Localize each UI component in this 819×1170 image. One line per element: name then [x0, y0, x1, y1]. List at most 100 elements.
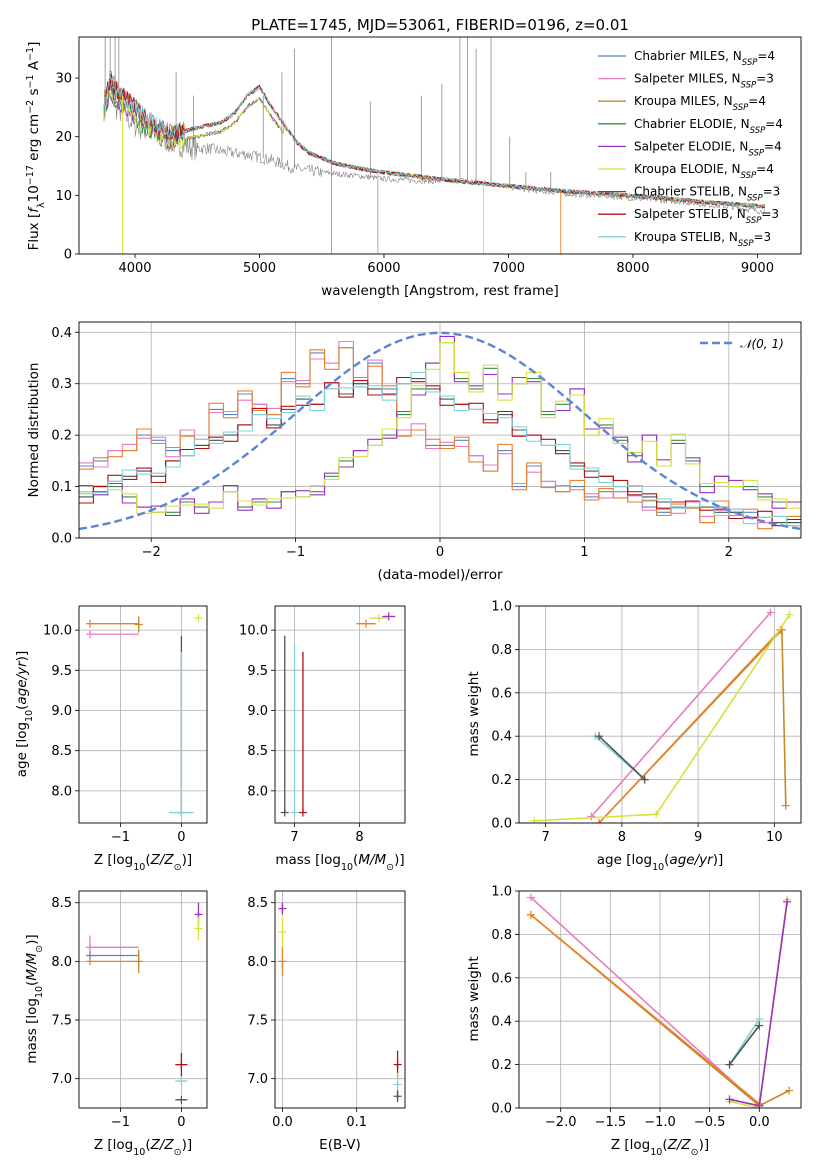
data-point	[175, 1095, 188, 1104]
series-line	[729, 901, 788, 1107]
y-tick-label: 7.0	[51, 1072, 72, 1087]
data-point	[134, 949, 143, 974]
z-age-panel: −1 0 8.0 8.5 9.0 9.5 10.0 Z [log10(Z/Z⊙)] age [l…	[14, 605, 208, 873]
model-spectrum	[103, 73, 766, 209]
x-axis-label: E(B-V)	[319, 1137, 361, 1153]
plot-area	[280, 612, 396, 817]
legend-entry: Kroupa ELODIE, NSSP=4	[634, 162, 774, 181]
x-tick-label: 6000	[367, 261, 400, 276]
data-point	[175, 1077, 188, 1086]
y-axis-label: Normed distribution	[26, 363, 42, 498]
data-point	[278, 914, 287, 950]
y-tick-label: 1.0	[491, 885, 512, 900]
series-line	[728, 1025, 760, 1066]
plot-area	[278, 902, 402, 1103]
y-tick-label: 7.5	[247, 1014, 268, 1029]
axes-frame	[78, 605, 208, 824]
y-axis-label: age [log10(age/yr)]	[14, 651, 35, 777]
y-axis-label: mass [log10(M/M⊙)]	[24, 934, 45, 1063]
data-point	[85, 935, 139, 960]
y-tick-label: 0.4	[491, 1015, 512, 1030]
normal-curve	[79, 331, 801, 531]
x-tick-label: 7000	[492, 261, 525, 276]
data-point	[298, 651, 307, 817]
spectrum-panel: 4000 5000 6000 7000 8000 9000 0 10 20 30 wavelengt…	[25, 36, 802, 299]
x-tick-label: −1.0	[644, 1115, 676, 1130]
plot-area	[526, 893, 794, 1108]
residual-histogram-panel: −2 −1 0 1 2 0.0 0.1 0.2 0.3 0.4 𝒩(0, 1) (data-model…	[26, 321, 802, 583]
y-tick-label: 0.6	[491, 971, 512, 986]
y-tick-label: 0.4	[51, 326, 72, 341]
y-tick-label: 8.0	[51, 784, 72, 799]
series-line	[530, 914, 760, 1105]
x-tick-label: −1	[286, 545, 305, 560]
x-tick-label: −2	[142, 545, 161, 560]
data-point	[356, 619, 376, 628]
x-tick-label: 8000	[616, 261, 649, 276]
data-point	[194, 614, 203, 623]
histogram-step	[79, 371, 801, 527]
x-tick-label: 0	[177, 830, 185, 845]
data-point	[85, 630, 139, 639]
y-tick-label: 10	[55, 189, 72, 204]
x-tick-label: 7	[290, 830, 298, 845]
y-tick-label: 8.5	[51, 896, 72, 911]
y-tick-label: 30	[55, 72, 72, 87]
x-axis-label: Z [log10(Z/Z⊙)]	[94, 852, 192, 873]
x-tick-label: 8	[355, 830, 363, 845]
x-tick-label: −0.5	[694, 1115, 726, 1130]
histogram-step	[79, 342, 801, 514]
x-tick-label: 0.0	[272, 1115, 293, 1130]
y-tick-label: 0.2	[51, 429, 72, 444]
y-tick-label: 9.5	[51, 664, 72, 679]
plot-area	[85, 614, 203, 817]
x-axis-label: Z [log10(Z/Z⊙)]	[94, 1137, 192, 1158]
plot-area	[85, 902, 203, 1104]
age-weight-panel: 7 8 9 10 0.0 0.2 0.4 0.6 0.8 1.0 age [log10(age/yr…	[466, 600, 802, 873]
panels: 4000 5000 6000 7000 8000 90000102030wavelengt…	[14, 36, 802, 1158]
series-line	[598, 735, 646, 781]
data-point	[393, 1090, 402, 1103]
z-mass-panel: −1 0 7.0 7.5 8.0 8.5 Z [log10(Z/Z⊙)] mass [log1…	[24, 890, 208, 1158]
y-tick-label: 0.2	[491, 773, 512, 788]
series-line	[729, 899, 788, 1108]
y-tick-label: 7.5	[51, 1014, 72, 1029]
data-point	[175, 1052, 188, 1077]
axes-frame	[274, 890, 406, 1109]
legend: 𝒩(0, 1)	[700, 337, 784, 351]
figure-title: PLATE=1745, MJD=53061, FIBERID=0196, z=0…	[251, 16, 629, 34]
y-axis-label: Flux [fλ10−17 erg cm−2 s−1 A−1]	[25, 42, 47, 251]
y-tick-label: 0.0	[491, 817, 512, 832]
x-tick-label: 0	[436, 545, 444, 560]
y-tick-label: 20	[55, 130, 72, 145]
y-tick-label: 0.8	[491, 643, 512, 658]
legend: Chabrier MILES, NSSP=4 Salpeter MILES, NS…	[598, 49, 783, 249]
x-tick-label: −1	[111, 830, 130, 845]
x-axis-label: (data-model)/error	[377, 567, 503, 583]
y-tick-label: 8.5	[247, 896, 268, 911]
y-tick-label: 0.0	[51, 532, 72, 547]
data-point	[85, 951, 139, 960]
legend-entry: Salpeter ELODIE, NSSP=4	[634, 139, 782, 158]
series-line	[590, 611, 772, 818]
axes-frame	[518, 890, 802, 1109]
y-tick-label: 0.1	[51, 480, 72, 495]
plot-area	[530, 608, 794, 823]
y-axis-label: mass weight	[466, 956, 482, 1041]
data-point	[290, 643, 299, 817]
y-tick-label: 0.4	[491, 730, 512, 745]
y-tick-label: 8.5	[51, 744, 72, 759]
series-line	[534, 614, 791, 822]
data-point	[369, 614, 389, 623]
x-axis-label: wavelength [Angstrom, rest frame]	[321, 283, 559, 299]
legend-entry: Kroupa STELIB, NSSP=3	[634, 230, 771, 249]
y-tick-label: 8.5	[247, 744, 268, 759]
data-point	[278, 947, 287, 976]
x-tick-label: 0	[177, 1115, 185, 1130]
y-tick-label: 8.0	[51, 955, 72, 970]
y-tick-label: 0.3	[51, 377, 72, 392]
data-point	[169, 808, 194, 817]
plot-area	[79, 331, 801, 531]
x-tick-label: 8	[618, 830, 626, 845]
